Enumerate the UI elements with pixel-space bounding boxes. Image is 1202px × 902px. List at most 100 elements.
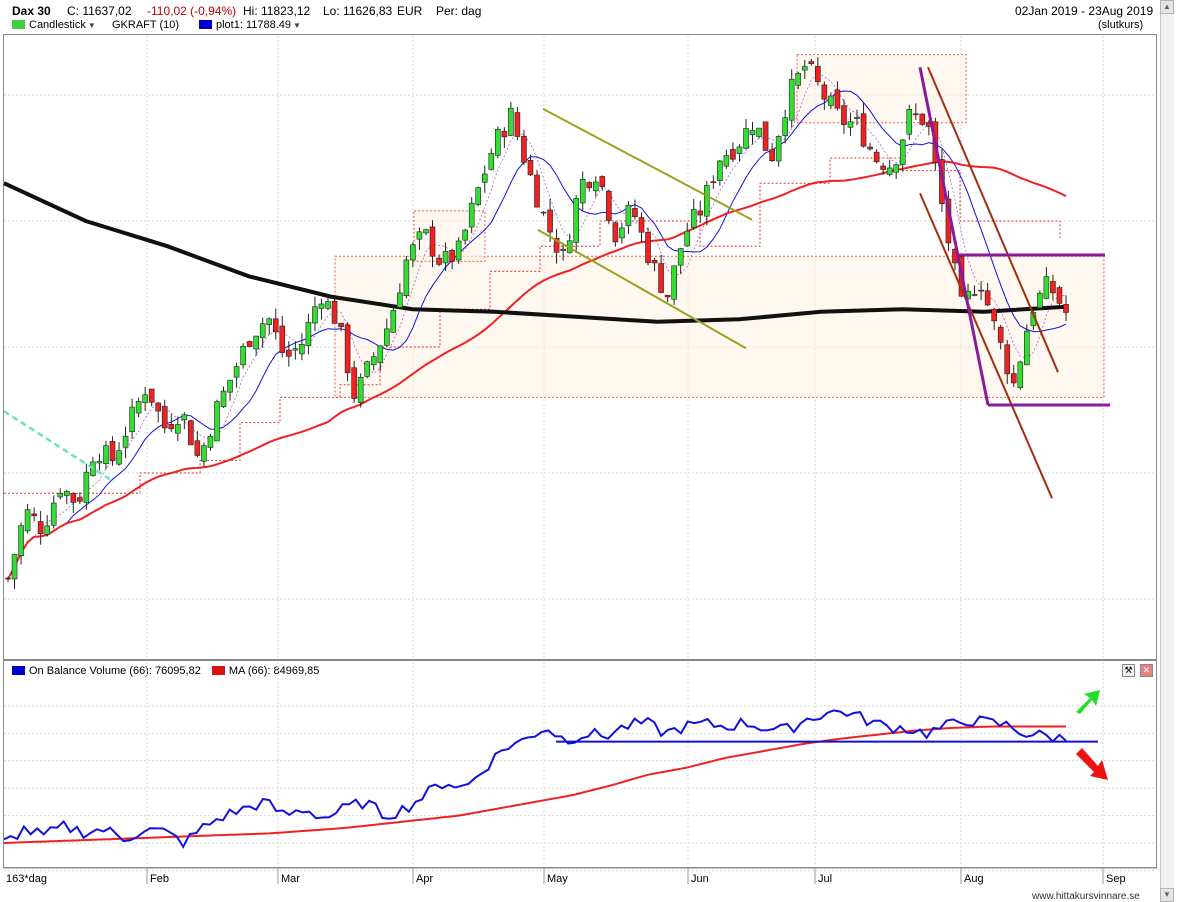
- legend-plot1[interactable]: plot1: 11788.49 ▼: [199, 19, 301, 31]
- legend-gkraft[interactable]: GKRAFT (10): [112, 19, 180, 31]
- candle-up: [782, 117, 788, 136]
- obv-ma-swatch: [211, 666, 225, 675]
- candle-up: [116, 450, 122, 465]
- candle-down: [155, 402, 162, 412]
- candle-down: [534, 174, 540, 208]
- candle-up: [397, 292, 403, 308]
- candle-up: [690, 209, 697, 228]
- candle-down: [841, 105, 847, 126]
- candle-up: [540, 211, 547, 214]
- candle-down: [880, 165, 886, 170]
- candle-down: [664, 294, 671, 298]
- candle-up: [481, 173, 488, 183]
- candle-up: [83, 471, 90, 503]
- candle-up: [220, 390, 227, 408]
- price-basis: (slutkurs): [1098, 19, 1144, 31]
- close-icon[interactable]: ✕: [1140, 664, 1153, 677]
- candle-up: [370, 356, 377, 366]
- dropdown-arrow-icon[interactable]: ▼: [87, 21, 96, 30]
- candle-down: [5, 577, 11, 580]
- candle-up: [906, 109, 913, 135]
- candle-up: [325, 301, 331, 309]
- obv-line: [3, 709, 1067, 849]
- trailing-stop-line: [4, 157, 1061, 494]
- candle-down: [77, 497, 83, 502]
- candle-up: [292, 348, 299, 351]
- candle-down: [762, 121, 769, 151]
- legend-candlestick[interactable]: Candlestick ▼: [12, 19, 96, 31]
- plot1-swatch: [199, 20, 212, 29]
- scroll-up-icon[interactable]: ▲: [1160, 0, 1174, 14]
- chart-canvas: 1050011000115001200012500-20000020000400…: [3, 36, 1160, 885]
- candle-down: [246, 341, 253, 347]
- candle-down: [194, 440, 201, 456]
- candle-down: [860, 113, 867, 147]
- candle-down: [553, 238, 560, 253]
- candle-down: [867, 146, 873, 150]
- candle-up: [259, 323, 266, 338]
- candle-up: [318, 303, 325, 309]
- candle-up: [57, 492, 64, 498]
- candle-up: [828, 95, 834, 106]
- candle-up: [468, 202, 475, 228]
- candle-up: [227, 379, 233, 393]
- candle-down: [1004, 344, 1011, 375]
- candle-up: [214, 401, 220, 442]
- obv-ma-line: [3, 725, 1066, 844]
- candle-down: [1063, 304, 1069, 313]
- candle-up: [788, 78, 795, 121]
- candle-up: [971, 294, 978, 296]
- wrench-icon[interactable]: ⚒: [1122, 664, 1135, 677]
- candle-up: [403, 259, 410, 297]
- candle-down: [148, 388, 155, 403]
- candle-up: [743, 128, 749, 149]
- price-tick-label: 12000: [1159, 216, 1160, 228]
- candle-up: [579, 179, 586, 204]
- low-value: Lo: 11626,83: [323, 4, 393, 18]
- candle-up: [201, 445, 207, 462]
- candle-up: [383, 328, 390, 346]
- candle-up: [756, 127, 762, 137]
- candle-up: [233, 366, 240, 378]
- month-label: Feb: [150, 873, 169, 885]
- candle-up: [723, 155, 730, 167]
- candle-up: [96, 461, 103, 464]
- candle-down: [991, 308, 997, 322]
- candle-down: [514, 112, 521, 137]
- obv-ma-legend-label: MA (66): 84969,85: [228, 665, 320, 677]
- candle-up: [240, 345, 246, 366]
- ma-200-line: [3, 181, 1067, 324]
- candle-up: [122, 435, 129, 448]
- candle-down: [344, 324, 351, 374]
- candle-up: [495, 129, 501, 156]
- candle-down: [527, 160, 534, 176]
- candle-down: [612, 222, 619, 243]
- scroll-down-icon[interactable]: ▼: [1160, 888, 1174, 902]
- candle-up: [44, 525, 50, 535]
- candle-up: [18, 525, 24, 556]
- candle-down: [821, 84, 828, 100]
- candle-up: [364, 361, 370, 377]
- candle-down: [599, 176, 606, 187]
- candle-up: [299, 343, 305, 355]
- candle-down: [834, 89, 841, 109]
- trend-line-dashed: [3, 410, 115, 483]
- candle-up: [704, 185, 710, 217]
- candle-down: [873, 151, 880, 163]
- candle-down: [70, 492, 77, 503]
- month-label: Aug: [964, 873, 984, 885]
- trend-line: [919, 192, 1053, 499]
- candle-down: [919, 113, 926, 125]
- dropdown-arrow-icon[interactable]: ▼: [293, 21, 301, 30]
- candle-down: [1056, 287, 1063, 304]
- candle-down: [351, 367, 357, 399]
- candle-up: [795, 73, 802, 86]
- candle-down: [697, 210, 704, 216]
- high-value: Hi: 11823,12: [243, 4, 311, 18]
- vertical-scrollbar[interactable]: [1160, 0, 1174, 902]
- candle-up: [775, 136, 782, 162]
- candle-down: [1010, 373, 1017, 384]
- candle-up: [1024, 330, 1030, 366]
- candle-down: [560, 248, 566, 251]
- candle-up: [142, 394, 148, 403]
